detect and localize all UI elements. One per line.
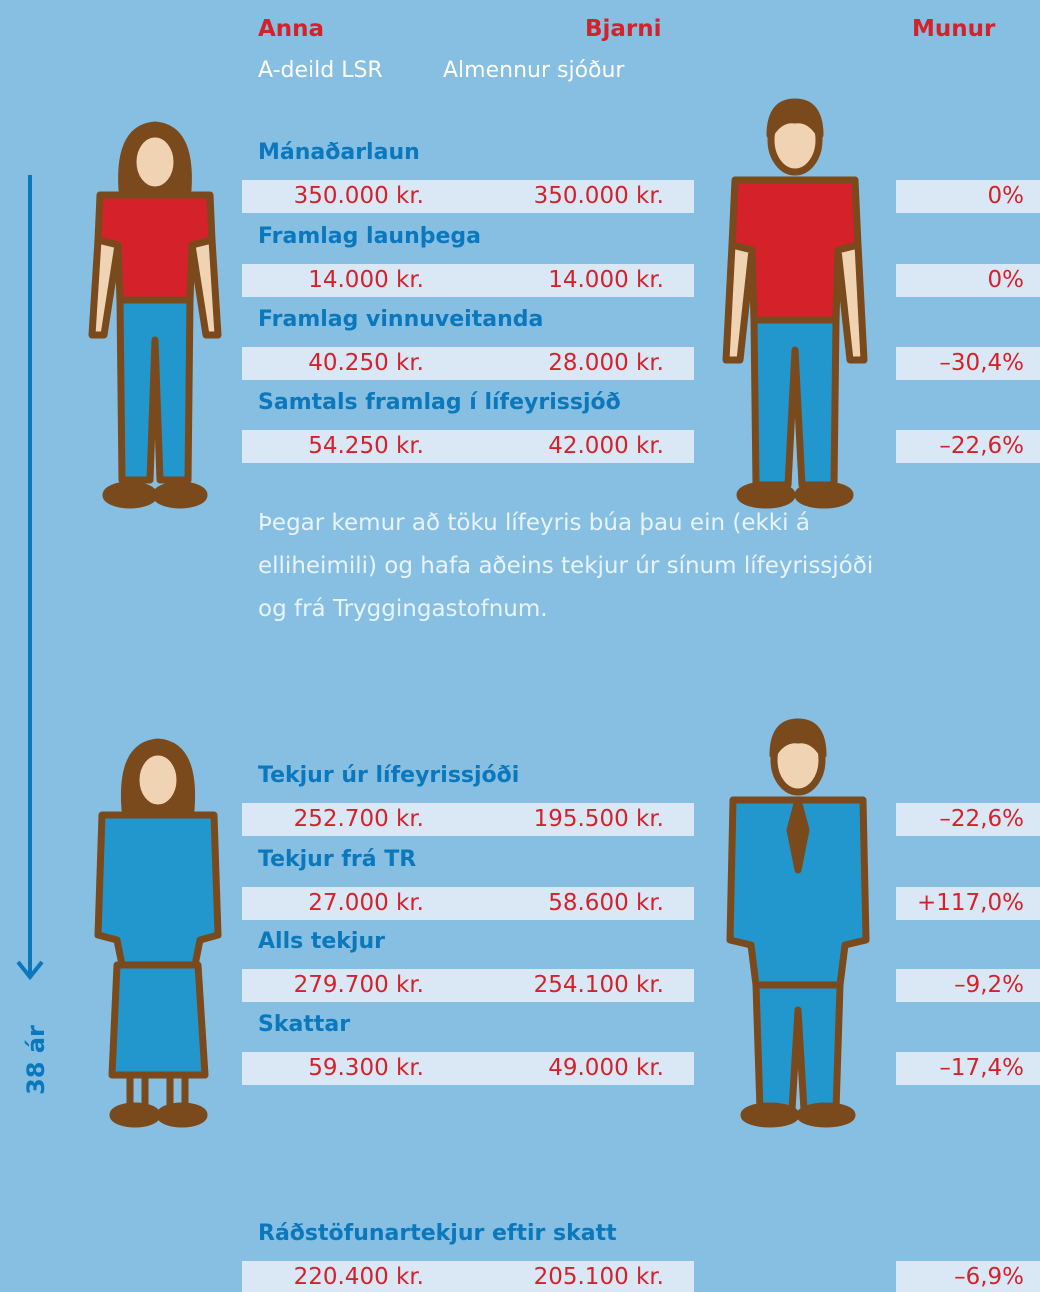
timeline-arrow — [16, 175, 44, 981]
value-bar — [242, 887, 694, 920]
timeline-label: 38 ár — [22, 1025, 50, 1095]
paragraph-line: elliheimili) og hafa aðeins tekjur úr sí… — [258, 553, 874, 579]
row-label: Skattar — [258, 1012, 351, 1037]
fund-name: Almennur sjóður — [443, 58, 625, 83]
bjarni-value: 195.500 kr. — [533, 806, 664, 832]
bjarni-value: 49.000 kr. — [548, 1055, 664, 1081]
bjarni-value: 14.000 kr. — [548, 267, 664, 293]
anna-value: 40.250 kr. — [308, 350, 424, 376]
value-bar — [242, 347, 694, 380]
man-bottom — [726, 718, 870, 1128]
anna-value: 27.000 kr. — [308, 890, 424, 916]
value-bar — [242, 180, 694, 213]
woman-top — [88, 121, 222, 509]
value-bar — [242, 430, 694, 463]
bjarni-value: 28.000 kr. — [548, 350, 664, 376]
diff-bar — [896, 347, 1040, 380]
anna-value: 350.000 kr. — [293, 183, 424, 209]
value-bar — [242, 803, 694, 836]
anna-value: 252.700 kr. — [293, 806, 424, 832]
woman-bottom — [94, 738, 222, 1128]
diff-bar — [896, 1052, 1040, 1085]
diff-bar — [896, 264, 1040, 297]
diff-bar — [896, 1261, 1040, 1292]
column-name: Munur — [912, 16, 996, 42]
diff-bar — [896, 430, 1040, 463]
row-label: Samtals framlag í lífeyrissjóð — [258, 390, 621, 415]
value-bar — [242, 1052, 694, 1085]
bjarni-value: 58.600 kr. — [548, 890, 664, 916]
bjarni-value: 254.100 kr. — [533, 972, 664, 998]
diff-bar — [896, 887, 1040, 920]
paragraph-line: Þegar kemur að töku lífeyris búa þau ein… — [258, 510, 810, 536]
diff-bar — [896, 969, 1040, 1002]
anna-value: 220.400 kr. — [293, 1264, 424, 1290]
anna-value: 59.300 kr. — [308, 1055, 424, 1081]
diff-bar — [896, 803, 1040, 836]
fund-name: A-deild LSR — [258, 58, 383, 83]
diff-value: +117,0% — [917, 890, 1024, 916]
row-label: Tekjur frá TR — [258, 847, 417, 872]
diff-value: –9,2% — [954, 972, 1024, 998]
row-label: Ráðstöfunartekjur eftir skatt — [258, 1221, 617, 1246]
bjarni-value: 205.100 kr. — [533, 1264, 664, 1290]
bjarni-value: 350.000 kr. — [533, 183, 664, 209]
row-label: Framlag launþega — [258, 224, 482, 249]
value-bar — [242, 969, 694, 1002]
row-label: Mánaðarlaun — [258, 140, 420, 165]
value-bar — [242, 1261, 694, 1292]
anna-value: 54.250 kr. — [308, 433, 424, 459]
man-top — [722, 98, 868, 509]
row-label: Tekjur úr lífeyrissjóði — [258, 763, 520, 788]
column-name: Anna — [258, 16, 325, 42]
diff-value: –22,6% — [939, 806, 1024, 832]
bjarni-value: 42.000 kr. — [548, 433, 664, 459]
anna-value: 279.700 kr. — [293, 972, 424, 998]
row-label: Framlag vinnuveitanda — [258, 307, 544, 332]
diff-value: –30,4% — [939, 350, 1024, 376]
diff-value: –17,4% — [939, 1055, 1024, 1081]
diff-value: –6,9% — [954, 1264, 1024, 1290]
diff-value: 0% — [987, 183, 1025, 209]
column-name: Bjarni — [585, 16, 662, 42]
row-label: Alls tekjur — [258, 929, 385, 954]
value-bar — [242, 264, 694, 297]
diff-value: 0% — [987, 267, 1025, 293]
anna-value: 14.000 kr. — [308, 267, 424, 293]
paragraph-line: og frá Tryggingastofnum. — [258, 596, 548, 622]
diff-value: –22,6% — [939, 433, 1024, 459]
diff-bar — [896, 180, 1040, 213]
